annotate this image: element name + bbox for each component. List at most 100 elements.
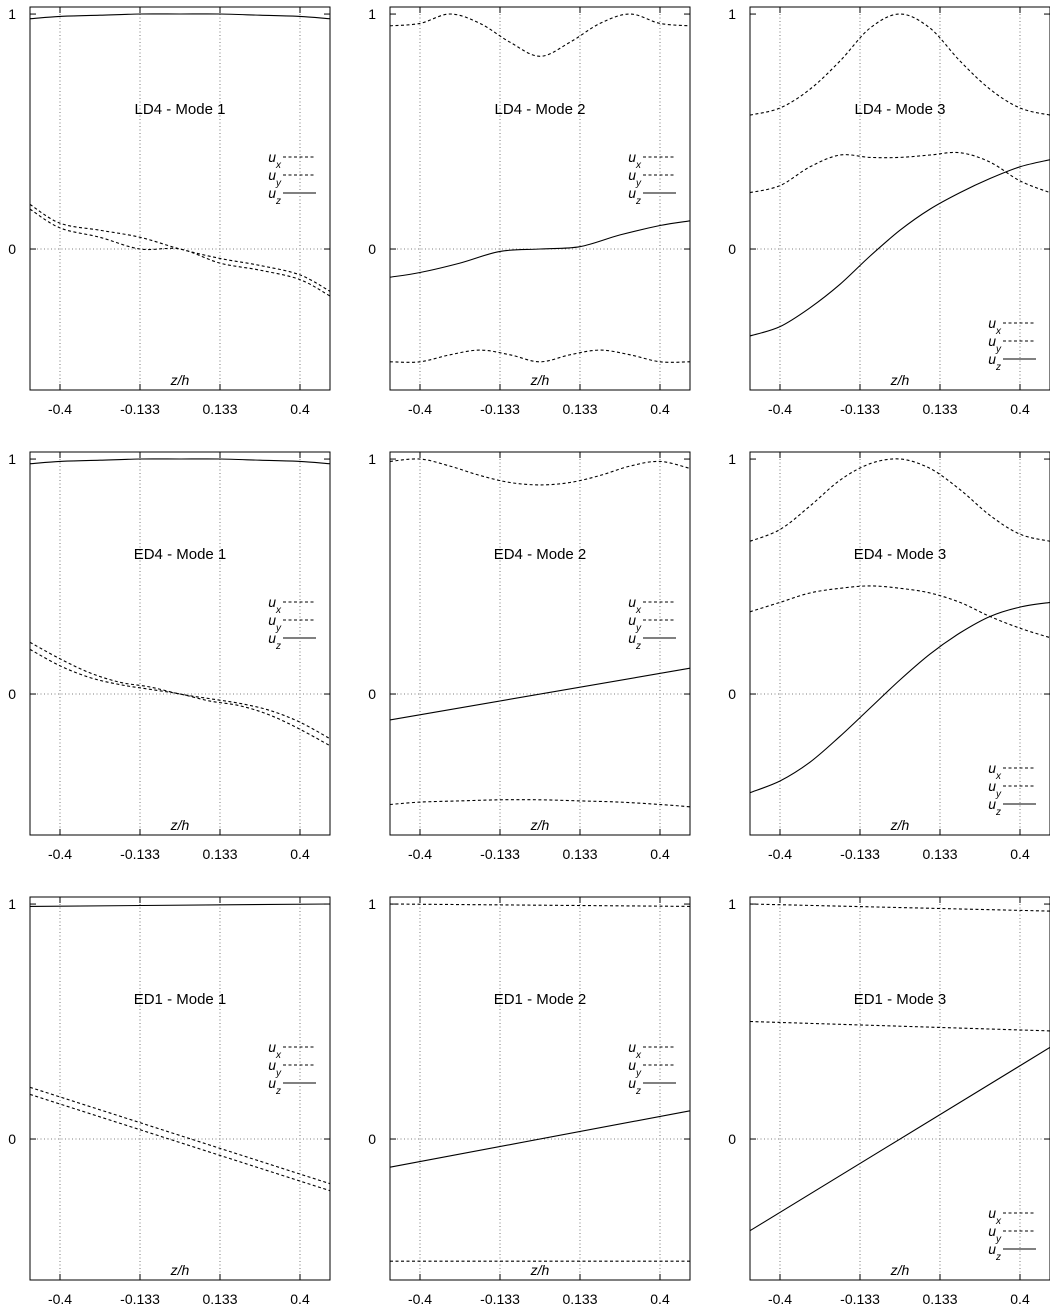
x-tick-label: -0.4 bbox=[768, 846, 792, 862]
y-tick-label: 1 bbox=[368, 451, 376, 467]
x-axis-label: z/h bbox=[530, 372, 550, 388]
series-line-1 bbox=[389, 903, 691, 907]
x-tick-label: 0.133 bbox=[922, 401, 957, 417]
chart-title: ED1 - Mode 2 bbox=[494, 991, 587, 1008]
x-tick-label: -0.4 bbox=[48, 401, 72, 417]
y-tick-label: 0 bbox=[8, 686, 16, 702]
series-line-2 bbox=[29, 208, 331, 297]
plot-frame bbox=[389, 451, 691, 836]
x-tick-label: 0.4 bbox=[650, 401, 670, 417]
x-tick-label: 0.133 bbox=[202, 846, 237, 862]
series-line-3 bbox=[389, 220, 691, 278]
x-tick-label: -0.4 bbox=[768, 1291, 792, 1307]
x-tick-label: -0.4 bbox=[48, 1291, 72, 1307]
x-tick-label: 0.133 bbox=[562, 846, 597, 862]
series-line-3 bbox=[749, 159, 1050, 337]
chart-title: ED1 - Mode 3 bbox=[854, 991, 947, 1008]
series-line-3 bbox=[29, 458, 331, 465]
x-tick-label: -0.4 bbox=[408, 846, 432, 862]
x-tick-label: 0.133 bbox=[562, 401, 597, 417]
x-axis-label: z/h bbox=[890, 372, 910, 388]
x-tick-label: 0.4 bbox=[290, 401, 310, 417]
series-line-2 bbox=[29, 1093, 331, 1192]
y-tick-label: 0 bbox=[368, 686, 376, 702]
series-line-1 bbox=[29, 203, 331, 292]
series-line-3 bbox=[389, 1110, 691, 1168]
plot-frame bbox=[749, 6, 1050, 391]
plot-frame bbox=[29, 451, 331, 836]
series-line-3 bbox=[389, 667, 691, 721]
series-line-1 bbox=[749, 13, 1050, 116]
series-line-1 bbox=[389, 13, 691, 57]
y-tick-label: 0 bbox=[8, 241, 16, 257]
series-line-2 bbox=[749, 1020, 1050, 1032]
plot-frame bbox=[389, 896, 691, 1281]
x-tick-label: 0.133 bbox=[202, 1291, 237, 1307]
x-tick-label: -0.133 bbox=[120, 401, 160, 417]
y-tick-label: 1 bbox=[8, 896, 16, 912]
series-line-3 bbox=[29, 903, 331, 907]
plot-frame bbox=[29, 896, 331, 1281]
y-tick-label: 0 bbox=[368, 241, 376, 257]
x-tick-label: 0.4 bbox=[650, 1291, 670, 1307]
x-tick-label: 0.133 bbox=[562, 1291, 597, 1307]
x-tick-label: 0.4 bbox=[1010, 846, 1030, 862]
y-tick-label: 0 bbox=[728, 1131, 736, 1147]
x-tick-label: 0.4 bbox=[290, 846, 310, 862]
series-line-1 bbox=[749, 458, 1050, 542]
x-tick-label: 0.133 bbox=[922, 1291, 957, 1307]
x-tick-label: -0.133 bbox=[480, 846, 520, 862]
x-tick-label: 0.4 bbox=[1010, 1291, 1030, 1307]
chart-title: LD4 - Mode 2 bbox=[495, 101, 586, 118]
plot-frame bbox=[29, 6, 331, 391]
series-line-1 bbox=[29, 1086, 331, 1185]
y-tick-label: 1 bbox=[8, 6, 16, 22]
plot-frame bbox=[749, 896, 1050, 1281]
series-line-2 bbox=[389, 799, 691, 808]
chart-title: LD4 - Mode 3 bbox=[855, 101, 946, 118]
x-tick-label: 0.133 bbox=[922, 846, 957, 862]
x-tick-label: -0.4 bbox=[408, 1291, 432, 1307]
y-tick-label: 1 bbox=[368, 896, 376, 912]
x-tick-label: -0.4 bbox=[768, 401, 792, 417]
x-tick-label: 0.4 bbox=[290, 1291, 310, 1307]
series-line-2 bbox=[749, 585, 1050, 639]
x-tick-label: -0.133 bbox=[120, 846, 160, 862]
y-tick-label: 1 bbox=[728, 6, 736, 22]
series-line-1 bbox=[29, 641, 331, 740]
series-line-2 bbox=[389, 349, 691, 363]
series-line-3 bbox=[29, 13, 331, 20]
x-axis-label: z/h bbox=[890, 1262, 910, 1278]
plot-frame bbox=[389, 6, 691, 391]
y-tick-label: 0 bbox=[368, 1131, 376, 1147]
chart-title: ED4 - Mode 1 bbox=[134, 546, 227, 563]
y-tick-label: 1 bbox=[728, 451, 736, 467]
y-tick-label: 0 bbox=[728, 241, 736, 257]
x-tick-label: -0.4 bbox=[408, 401, 432, 417]
x-tick-label: -0.133 bbox=[480, 401, 520, 417]
x-tick-label: 0.4 bbox=[650, 846, 670, 862]
y-tick-label: 0 bbox=[8, 1131, 16, 1147]
x-tick-label: -0.133 bbox=[840, 401, 880, 417]
x-axis-label: z/h bbox=[530, 817, 550, 833]
y-tick-label: 1 bbox=[728, 896, 736, 912]
x-tick-label: -0.133 bbox=[840, 846, 880, 862]
chart-title: ED1 - Mode 1 bbox=[134, 991, 227, 1008]
x-tick-label: -0.4 bbox=[48, 846, 72, 862]
series-line-2 bbox=[29, 648, 331, 747]
y-tick-label: 0 bbox=[728, 686, 736, 702]
x-tick-label: -0.133 bbox=[480, 1291, 520, 1307]
x-axis-label: z/h bbox=[170, 1262, 190, 1278]
x-axis-label: z/h bbox=[530, 1262, 550, 1278]
y-tick-label: 1 bbox=[8, 451, 16, 467]
x-tick-label: 0.4 bbox=[1010, 401, 1030, 417]
series-line-1 bbox=[389, 458, 691, 486]
